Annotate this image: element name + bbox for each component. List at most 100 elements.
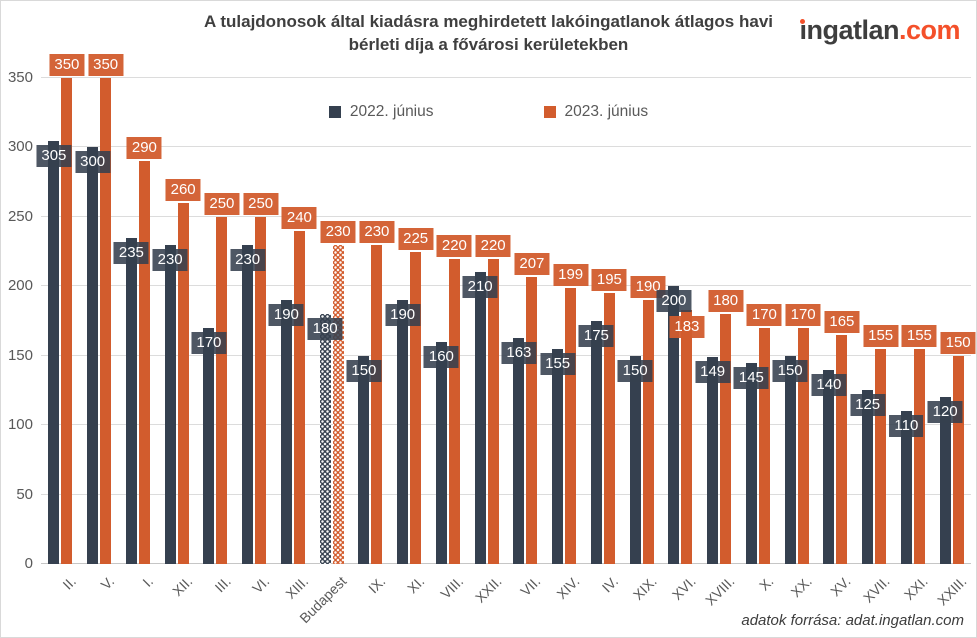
bar-2022: 230 [152,244,188,564]
value-label-2023: 150 [940,331,976,354]
value-label-2022: 150 [617,359,653,382]
value-label-2022: 150 [346,359,382,382]
bar-2022: 200 [656,286,692,564]
value-label-2023: 250 [204,192,240,215]
value-label-2022: 230 [230,248,266,271]
logo-i-glyph: ı [799,15,807,45]
bar-2023: 155 [901,324,937,564]
value-label-2023: 220 [475,234,511,257]
value-label-2022: 190 [385,304,421,327]
value-label-2023: 225 [398,227,434,250]
value-label-2022: 300 [75,151,111,174]
gridline [41,493,971,495]
x-axis-label: XXIII. [934,573,970,609]
value-label-2023: 199 [553,263,589,286]
ingatlan-logo: ı ngatlan.com [799,15,960,45]
value-label-2022: 235 [113,241,149,264]
value-label-2022: 305 [36,144,72,167]
bars-container: 305 350 II. 300 350 V. 235 290 I. 230 260 XII. 170 25… [36,54,976,626]
value-label-2023: 290 [126,137,162,160]
value-label-2023: 350 [49,54,85,76]
value-label-2022: 160 [423,345,459,368]
x-axis-label: XIV. [553,573,583,603]
bar-2022: 110 [889,411,924,564]
x-axis-label: XVII. [859,573,893,606]
value-label-2023: 260 [165,178,201,201]
value-label-2022: 140 [811,373,847,396]
bar-2022: 120 [927,397,963,564]
bar-2023: 230 [320,220,356,564]
legend-swatch-icon [543,106,556,118]
bar-group: 190 240 XIII. [268,78,317,602]
value-label-2023: 220 [436,234,472,257]
x-axis-label: XVIII. [701,573,738,609]
y-axis-tick-label: 200 [7,277,33,295]
x-axis-label: VIII. [437,573,467,602]
gridline [41,285,971,287]
bar-2023: 225 [398,227,434,564]
value-label-2023: 155 [863,324,899,347]
y-axis-tick-label: 250 [7,207,33,225]
bar-2023: 220 [475,234,511,564]
value-label-2023: 230 [359,220,395,243]
value-label-2023: 155 [901,324,937,347]
bar-2023: 199 [553,263,589,564]
bar-group: 305 350 II. [36,54,85,593]
bar-group: 120 150 XXIII. [927,78,976,609]
bar-2023: 290 [126,137,162,564]
bar-group: 300 350 V. [75,54,124,593]
chart-legend: 2022. június 2023. június [1,103,976,121]
value-label-2023: 165 [824,310,860,333]
bar-2022: 210 [462,272,498,564]
value-label-2023: 250 [243,192,279,215]
bar-2023: 250 [243,192,279,564]
bar-2023: 220 [436,234,472,564]
legend-item-2023: 2023. június [543,103,648,121]
value-label-2022: 180 [307,318,343,341]
bar-group: 170 250 III. [191,78,240,595]
bar-2022: 305 [36,140,72,564]
logo-i-dot-icon [800,19,806,24]
bar-2022: 190 [268,300,304,564]
x-axis-label: XII. [168,573,195,600]
gridline [41,424,971,426]
bar-2022: 125 [850,390,886,564]
y-axis-tick-label: 350 [7,69,33,86]
value-label-2023: 183 [669,315,705,338]
x-axis-label: XV. [827,573,854,600]
bar-group: 230 260 XII. [152,78,201,599]
x-axis-label: II. [59,573,79,593]
bar-2023: 195 [591,269,627,564]
bar-group: 110 155 XXI. [889,78,937,603]
gridline [41,563,971,564]
bar-2022: 235 [113,237,149,564]
bar-2022: 163 [501,337,537,564]
bar-group: 150 190 XIX. [617,78,666,603]
bar-group: 163 207 VII. [501,78,550,599]
bar-2023: 170 [785,303,821,564]
bar-2023: 165 [824,310,860,564]
x-axis-label: III. [211,573,234,596]
legend-label: 2022. június [349,103,434,120]
value-label-2022: 155 [540,352,576,375]
bar-2022: 150 [772,355,808,564]
value-label-2022: 145 [733,366,769,389]
x-axis-label: IV. [598,573,622,596]
value-label-2022: 200 [656,290,692,313]
y-axis-tick-label: 150 [7,346,33,364]
value-label-2022: 210 [462,276,498,299]
bar-2022: 150 [346,355,382,564]
value-label-2022: 110 [889,415,924,438]
bar-group: 200 183 XVI. [656,78,705,603]
x-axis-label: XX. [787,573,815,601]
logo-text-main: ı ngatlan [799,15,899,45]
bar-2023: 190 [630,276,666,564]
x-axis-label: XXI. [901,573,932,604]
value-label-2022: 163 [501,341,537,364]
value-label-2023: 240 [281,206,317,229]
value-label-2022: 175 [578,325,614,347]
bar-2023: 350 [88,54,124,564]
y-axis-tick-label: 300 [7,138,33,156]
value-label-2022: 125 [850,394,886,417]
